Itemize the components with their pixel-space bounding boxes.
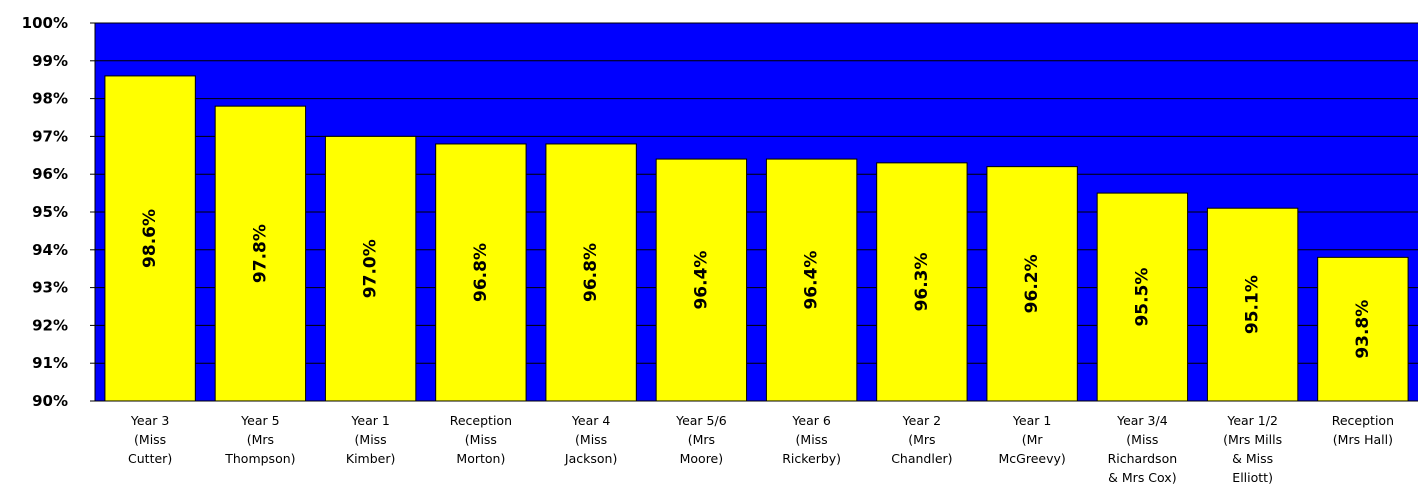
data-label: 95.5%	[1132, 268, 1152, 327]
y-tick-label: 97%	[32, 127, 68, 145]
x-tick-label: Year 5 (Mrs Thompson)	[224, 413, 295, 466]
y-tick-label: 94%	[32, 241, 68, 259]
y-tick-label: 99%	[32, 52, 68, 70]
x-axis: Year 3 (Miss Cutter) Year 5 (Mrs Thompson) Yea…	[128, 413, 1394, 485]
y-tick-label: 98%	[32, 90, 68, 108]
bar	[1317, 256, 1409, 402]
data-label: 98.6%	[140, 209, 160, 268]
x-tick-label: Year 4 (Miss Jackson)	[564, 413, 617, 466]
bar	[1206, 207, 1299, 402]
x-tick-label: Year 3 (Miss Cutter)	[128, 413, 172, 466]
y-tick-label: 100%	[22, 14, 68, 32]
bar	[655, 158, 748, 402]
data-label: 96.3%	[912, 252, 932, 311]
x-tick-label: Year 1 (Miss Kimber)	[346, 413, 396, 466]
bar	[545, 143, 637, 402]
bar	[104, 75, 196, 402]
data-labels: 98.6% 97.8% 97.0% 96.8% 96.8% 96.4% 96.4% 96.3%…	[140, 209, 1373, 359]
data-label: 97.8%	[250, 224, 270, 283]
bar	[876, 162, 968, 402]
data-label: 96.4%	[691, 251, 711, 310]
y-tick-label: 96%	[32, 165, 68, 183]
x-tick-label: Year 1 (Mr McGreevy)	[998, 413, 1065, 466]
data-label: 97.0%	[361, 239, 381, 298]
bar	[214, 105, 307, 402]
x-tick-label: Year 1/2 (Mrs Mills & Miss Elliott)	[1223, 413, 1282, 485]
bar	[986, 166, 1078, 402]
x-tick-label: Year 5/6 (Mrs Moore)	[675, 413, 727, 466]
x-tick-label: Reception (Miss Morton)	[450, 413, 512, 466]
y-tick-label: 92%	[32, 316, 68, 334]
bars	[104, 75, 1409, 402]
gridlines	[95, 22, 1418, 402]
x-tick-label: Year 3/4 (Miss Richardson & Mrs Cox)	[1108, 413, 1178, 485]
data-label: 96.4%	[802, 251, 822, 310]
y-tick-label: 93%	[32, 279, 68, 297]
y-axis: 90% 91% 92% 93% 94% 95% 96% 97% 98% 99% 100%	[22, 14, 1418, 410]
y-tick-label: 95%	[32, 203, 68, 221]
data-label: 96.2%	[1022, 254, 1042, 313]
bar	[1096, 192, 1189, 402]
data-label: 96.8%	[471, 243, 491, 302]
data-label: 95.1%	[1243, 275, 1263, 334]
y-tick-label: 90%	[32, 392, 68, 410]
bar	[765, 158, 858, 402]
bar	[324, 135, 417, 402]
x-tick-label: Year 2 (Mrs Chandler)	[891, 413, 952, 466]
data-label: 96.8%	[581, 243, 601, 302]
data-label: 93.8%	[1353, 300, 1373, 359]
y-tick-label: 91%	[32, 354, 68, 372]
x-tick-label: Reception (Mrs Hall)	[1332, 413, 1394, 447]
bar	[435, 143, 527, 402]
x-tick-label: Year 6 (Miss Rickerby)	[782, 413, 841, 466]
